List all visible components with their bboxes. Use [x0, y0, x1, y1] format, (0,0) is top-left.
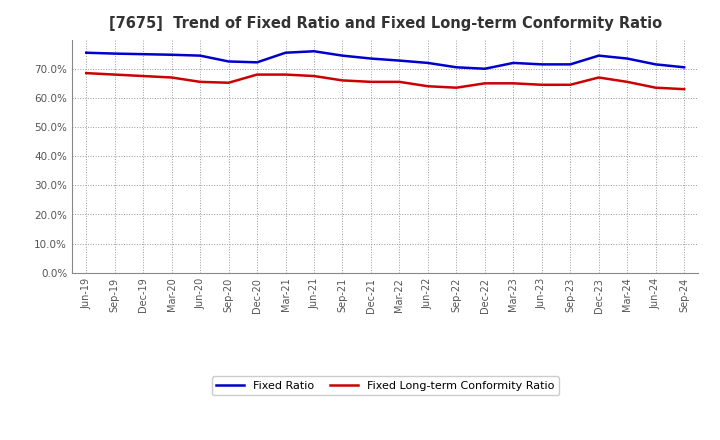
Fixed Ratio [480, 66, 489, 71]
Fixed Ratio [395, 58, 404, 63]
Fixed Long-term Conformity Ratio [282, 72, 290, 77]
Fixed Ratio [652, 62, 660, 67]
Fixed Long-term Conformity Ratio [366, 79, 375, 84]
Fixed Long-term Conformity Ratio [623, 79, 631, 84]
Fixed Long-term Conformity Ratio [82, 70, 91, 76]
Fixed Ratio [82, 50, 91, 55]
Fixed Ratio [310, 48, 318, 54]
Fixed Ratio [623, 56, 631, 61]
Fixed Ratio [452, 65, 461, 70]
Fixed Ratio [680, 65, 688, 70]
Fixed Ratio [338, 53, 347, 58]
Fixed Long-term Conformity Ratio [225, 80, 233, 85]
Fixed Ratio [423, 60, 432, 66]
Fixed Ratio [253, 60, 261, 65]
Fixed Ratio [225, 59, 233, 64]
Fixed Long-term Conformity Ratio [480, 81, 489, 86]
Fixed Ratio [595, 53, 603, 58]
Fixed Long-term Conformity Ratio [566, 82, 575, 88]
Fixed Long-term Conformity Ratio [537, 82, 546, 88]
Fixed Ratio [537, 62, 546, 67]
Fixed Long-term Conformity Ratio [338, 78, 347, 83]
Fixed Long-term Conformity Ratio [595, 75, 603, 80]
Fixed Ratio [566, 62, 575, 67]
Fixed Long-term Conformity Ratio [167, 75, 176, 80]
Fixed Long-term Conformity Ratio [452, 85, 461, 90]
Fixed Ratio [139, 51, 148, 57]
Fixed Long-term Conformity Ratio [196, 79, 204, 84]
Fixed Ratio [366, 56, 375, 61]
Fixed Long-term Conformity Ratio [395, 79, 404, 84]
Fixed Long-term Conformity Ratio [139, 73, 148, 79]
Fixed Long-term Conformity Ratio [652, 85, 660, 90]
Fixed Long-term Conformity Ratio [110, 72, 119, 77]
Legend: Fixed Ratio, Fixed Long-term Conformity Ratio: Fixed Ratio, Fixed Long-term Conformity … [212, 376, 559, 395]
Fixed Long-term Conformity Ratio [310, 73, 318, 79]
Fixed Ratio [282, 50, 290, 55]
Fixed Long-term Conformity Ratio [680, 87, 688, 92]
Fixed Ratio [167, 52, 176, 57]
Fixed Ratio [509, 60, 518, 66]
Title: [7675]  Trend of Fixed Ratio and Fixed Long-term Conformity Ratio: [7675] Trend of Fixed Ratio and Fixed Lo… [109, 16, 662, 32]
Fixed Ratio [196, 53, 204, 58]
Line: Fixed Long-term Conformity Ratio: Fixed Long-term Conformity Ratio [86, 73, 684, 89]
Line: Fixed Ratio: Fixed Ratio [86, 51, 684, 69]
Fixed Long-term Conformity Ratio [423, 84, 432, 89]
Fixed Ratio [110, 51, 119, 56]
Fixed Long-term Conformity Ratio [509, 81, 518, 86]
Fixed Long-term Conformity Ratio [253, 72, 261, 77]
